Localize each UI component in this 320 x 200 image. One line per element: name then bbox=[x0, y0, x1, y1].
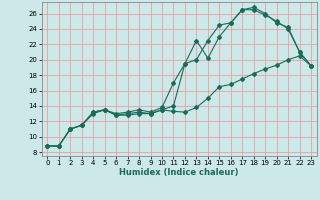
X-axis label: Humidex (Indice chaleur): Humidex (Indice chaleur) bbox=[119, 168, 239, 177]
